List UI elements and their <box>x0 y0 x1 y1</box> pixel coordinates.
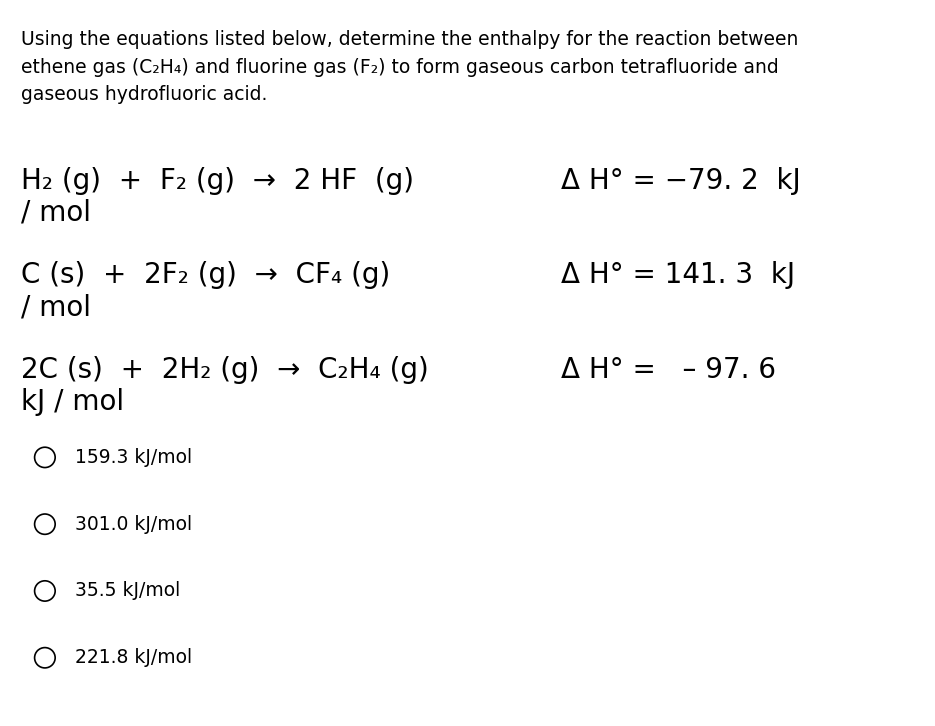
Text: C (s)  +  2F₂ (g)  →  CF₄ (g): C (s) + 2F₂ (g) → CF₄ (g) <box>21 261 390 290</box>
Text: 221.8 kJ/mol: 221.8 kJ/mol <box>75 648 192 667</box>
Text: / mol: / mol <box>21 199 91 227</box>
Text: 159.3 kJ/mol: 159.3 kJ/mol <box>75 448 192 467</box>
Text: kJ / mol: kJ / mol <box>21 388 123 416</box>
Text: Δ H° = −79. 2  kJ: Δ H° = −79. 2 kJ <box>561 167 800 195</box>
Text: / mol: / mol <box>21 293 91 322</box>
Text: H₂ (g)  +  F₂ (g)  →  2 HF  (g): H₂ (g) + F₂ (g) → 2 HF (g) <box>21 167 413 195</box>
Text: Using the equations listed below, determine the enthalpy for the reaction betwee: Using the equations listed below, determ… <box>21 30 798 104</box>
Text: 35.5 kJ/mol: 35.5 kJ/mol <box>75 582 180 600</box>
Text: 301.0 kJ/mol: 301.0 kJ/mol <box>75 515 192 534</box>
Text: 2C (s)  +  2H₂ (g)  →  C₂H₄ (g): 2C (s) + 2H₂ (g) → C₂H₄ (g) <box>21 356 428 384</box>
Text: Δ H° = 141. 3  kJ: Δ H° = 141. 3 kJ <box>561 261 795 290</box>
Text: Δ H° =   – 97. 6: Δ H° = – 97. 6 <box>561 356 776 384</box>
